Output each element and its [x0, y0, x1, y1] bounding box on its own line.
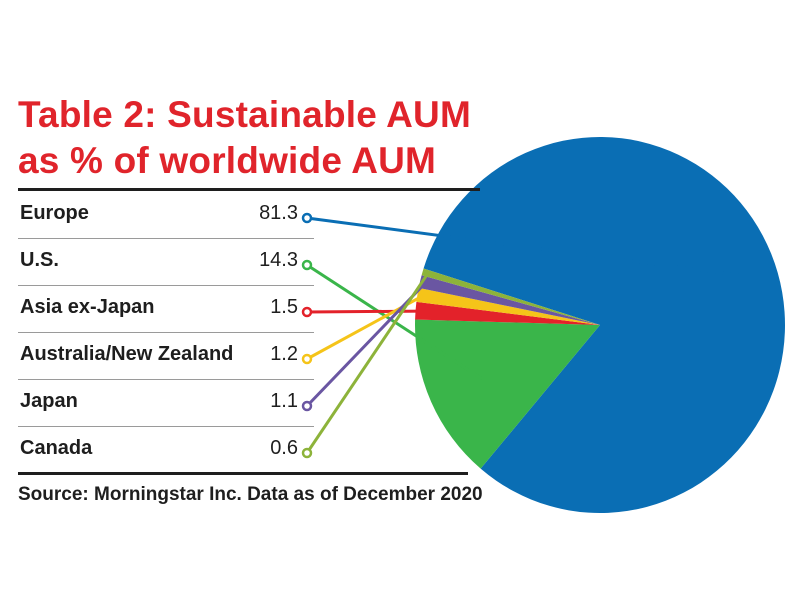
- table-bottom-rule: [18, 472, 468, 475]
- row-value: 14.3: [259, 249, 298, 271]
- table-row-europe: Europe 81.3: [18, 192, 314, 239]
- row-label: Australia/New Zealand: [20, 343, 234, 365]
- row-label: Asia ex-Japan: [20, 296, 155, 318]
- chart-title-line-2: as % of worldwide AUM: [18, 140, 437, 181]
- pie-slice-u-s: [415, 319, 600, 469]
- table-row-australia-new-zealand: Australia/New Zealand 1.2: [18, 333, 314, 380]
- chart-title-line-1: Table 2: Sustainable AUM: [18, 94, 471, 135]
- pie-slice-europe: [423, 137, 786, 513]
- row-label: Europe: [20, 202, 89, 224]
- pie-slice-australia-new-zealand: [416, 287, 600, 325]
- row-value: 0.6: [270, 437, 298, 459]
- chart-title: Table 2: Sustainable AUM as % of worldwi…: [18, 92, 488, 184]
- row-label: Japan: [20, 390, 78, 412]
- leader-line: [305, 281, 427, 408]
- row-value: 1.2: [270, 343, 298, 365]
- pie-slice-japan: [418, 275, 600, 325]
- leader-dot: [301, 212, 313, 224]
- leader-dot: [301, 447, 313, 459]
- table-row-us: U.S. 14.3: [18, 239, 314, 286]
- leader-dot: [301, 259, 313, 271]
- leader-line: [306, 216, 761, 280]
- row-value: 81.3: [259, 202, 298, 224]
- leader-line: [305, 272, 430, 454]
- leader-dot: [301, 353, 313, 365]
- table-row-canada: Canada 0.6: [18, 427, 314, 473]
- pie-slice-asia-ex-japan: [415, 301, 600, 325]
- row-label: Canada: [20, 437, 93, 459]
- leader-dot: [301, 306, 313, 318]
- table-row-asia-ex-japan: Asia ex-Japan 1.5: [18, 286, 314, 333]
- leader-dot: [301, 400, 313, 412]
- row-value: 1.1: [270, 390, 298, 412]
- pie-slice-canada: [421, 268, 600, 325]
- source-note: Source: Morningstar Inc. Data as of Dece…: [18, 484, 483, 505]
- row-label: U.S.: [20, 249, 59, 271]
- row-value: 1.5: [270, 296, 298, 318]
- table-top-rule: [18, 188, 480, 191]
- table-row-japan: Japan 1.1: [18, 380, 314, 427]
